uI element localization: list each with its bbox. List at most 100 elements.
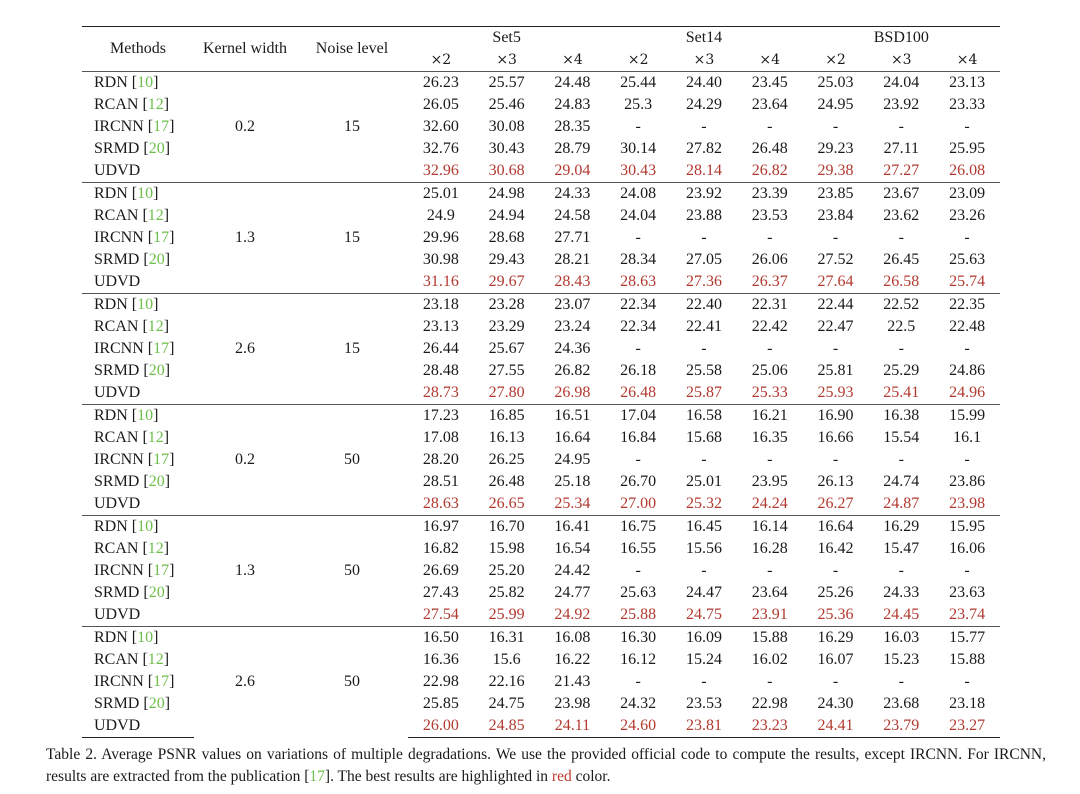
method-citation[interactable]: 17 [153, 340, 170, 357]
method-citation[interactable]: 17 [153, 673, 170, 690]
method-cell: SRMD [20] [94, 140, 171, 157]
value-cell: 25.01 [408, 182, 474, 205]
best-value-cell: 25.34 [554, 495, 591, 512]
method-name: RDN [94, 407, 128, 424]
method-citation[interactable]: 20 [148, 695, 165, 712]
value-cell: 23.45 [736, 71, 803, 94]
kernel-width-cell: 2.6 [194, 626, 296, 738]
method-citation[interactable]: 10 [137, 296, 154, 313]
value-cell: - [964, 562, 970, 579]
method-citation[interactable]: 12 [147, 96, 164, 113]
value-cell: 23.98 [554, 695, 591, 712]
value-cell: 24.48 [539, 71, 606, 94]
method-citation[interactable]: 17 [153, 118, 170, 135]
method-citation[interactable]: 17 [153, 451, 170, 468]
method-citation[interactable]: 20 [148, 251, 165, 268]
value-cell: 24.29 [685, 96, 722, 113]
caption-citation[interactable]: 17 [309, 768, 325, 785]
best-value-cell: 29.04 [554, 162, 591, 179]
header-methods: Methods [82, 26, 194, 72]
table-row: SRMD [20] 28.51 26.48 25.18 26.70 25.01 23.95 2… [82, 471, 1000, 493]
value-cell: 26.25 [488, 451, 525, 468]
method-name: RDN [94, 629, 128, 646]
table-row: SRMD [20] 30.98 29.43 28.21 28.34 27.05 26.06 2… [82, 249, 1000, 271]
value-cell: 16.28 [751, 540, 788, 557]
value-cell: 22.34 [605, 293, 672, 316]
value-cell: 15.88 [949, 651, 986, 668]
best-value-cell: 26.00 [408, 715, 474, 738]
best-value-cell: 23.81 [671, 715, 737, 738]
method-citation[interactable]: 12 [147, 540, 164, 557]
value-cell: 16.55 [620, 540, 657, 557]
value-cell: 23.33 [949, 96, 986, 113]
value-cell: 16.51 [539, 404, 606, 427]
method-cell: UDVD [82, 604, 194, 627]
table-caption: Table 2. Average PSNR values on variatio… [46, 744, 1046, 788]
value-cell: - [635, 118, 641, 135]
value-cell: 23.68 [883, 695, 920, 712]
method-citation[interactable]: 12 [147, 318, 164, 335]
value-cell: 15.99 [934, 404, 1000, 427]
method-cell: SRMD [20] [94, 473, 171, 490]
header-noise-level: Noise level [296, 26, 408, 72]
value-cell: - [898, 451, 904, 468]
value-cell: 25.63 [620, 584, 657, 601]
value-cell: 25.20 [488, 562, 525, 579]
method-name: RCAN [94, 429, 139, 446]
table-row: IRCNN [17] 32.60 30.08 28.35 - - - - - - [82, 116, 1000, 138]
method-citation[interactable]: 20 [148, 140, 165, 157]
method-citation[interactable]: 10 [137, 518, 154, 535]
value-cell: - [898, 673, 904, 690]
method-citation[interactable]: 10 [137, 74, 154, 91]
method-citation[interactable]: 10 [137, 185, 154, 202]
value-cell: 22.98 [422, 673, 459, 690]
value-cell: 24.94 [488, 207, 525, 224]
value-cell: 17.08 [422, 429, 459, 446]
method-name: RDN [94, 74, 128, 91]
value-cell: 24.98 [473, 182, 540, 205]
method-citation[interactable]: 12 [147, 429, 164, 446]
value-cell: 15.47 [883, 540, 920, 557]
method-citation[interactable]: 10 [137, 629, 154, 646]
method-citation[interactable]: 20 [148, 473, 165, 490]
value-cell: 24.86 [949, 362, 986, 379]
value-cell: 26.05 [422, 96, 459, 113]
value-cell: - [701, 562, 707, 579]
value-cell: 17.23 [408, 404, 474, 427]
value-cell: - [964, 673, 970, 690]
method-citation[interactable]: 12 [147, 207, 164, 224]
method-citation[interactable]: 20 [148, 584, 165, 601]
table-row: SRMD [20] 32.76 30.43 28.79 30.14 27.82 26.48 2… [82, 138, 1000, 160]
value-cell: 25.03 [802, 71, 869, 94]
value-cell: - [832, 229, 839, 246]
value-cell: 24.40 [671, 71, 737, 94]
value-cell: 27.11 [883, 140, 919, 157]
best-value-cell: 23.23 [736, 715, 803, 738]
table-row: IRCNN [17] 29.96 28.68 27.71 - - - - - - [82, 227, 1000, 249]
method-name: SRMD [94, 140, 140, 157]
best-value-cell: 25.32 [685, 495, 722, 512]
method-name: RCAN [94, 96, 139, 113]
best-value-cell: 28.63 [422, 495, 459, 512]
value-cell: - [635, 562, 641, 579]
value-cell: 30.08 [488, 118, 525, 135]
value-cell: 26.45 [883, 251, 920, 268]
value-cell: 15.88 [736, 626, 803, 649]
value-cell: 28.34 [620, 251, 657, 268]
method-citation[interactable]: 20 [148, 362, 165, 379]
header-scale: ×2 [430, 52, 452, 68]
value-cell: 16.13 [488, 429, 525, 446]
value-cell: 22.98 [751, 695, 788, 712]
method-citation[interactable]: 12 [147, 651, 164, 668]
value-cell: 15.6 [492, 651, 521, 668]
method-citation[interactable]: 17 [153, 562, 170, 579]
method-citation[interactable]: 10 [137, 407, 154, 424]
method-cell: RDN [10] [82, 293, 194, 316]
noise-level-cell: 50 [296, 626, 408, 738]
header-scale: ×3 [496, 52, 517, 68]
value-cell: 24.33 [883, 584, 920, 601]
psnr-results-table: Methods Kernel width Noise level Set5 Se… [82, 26, 1000, 738]
method-citation[interactable]: 17 [153, 229, 170, 246]
value-cell: 16.75 [605, 515, 672, 538]
table-row: RCAN [12] 24.9 24.94 24.58 24.04 23.88 23.53 23… [82, 205, 1000, 227]
